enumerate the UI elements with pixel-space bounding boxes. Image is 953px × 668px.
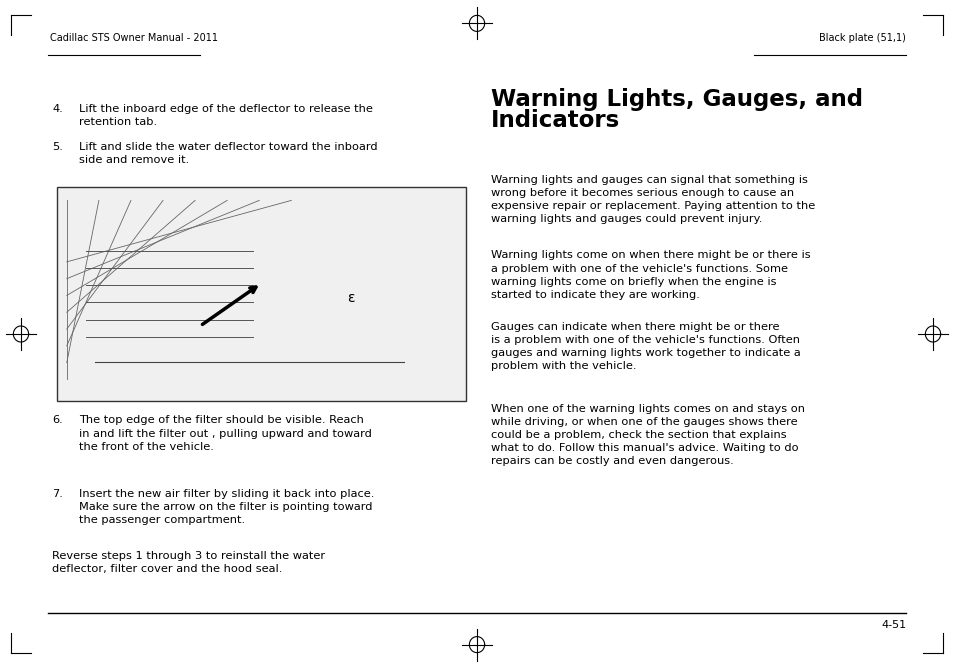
Text: Warning lights come on when there might be or there is
a problem with one of the: Warning lights come on when there might …	[491, 250, 810, 300]
Text: The top edge of the filter should be visible. Reach
in and lift the filter out ,: The top edge of the filter should be vis…	[79, 415, 372, 452]
Text: 5.: 5.	[52, 142, 63, 152]
Text: Lift and slide the water deflector toward the inboard
side and remove it.: Lift and slide the water deflector towar…	[79, 142, 377, 165]
Text: Insert the new air filter by sliding it back into place.
Make sure the arrow on : Insert the new air filter by sliding it …	[79, 489, 375, 525]
Text: Black plate (51,1): Black plate (51,1)	[819, 33, 905, 43]
Text: Gauges can indicate when there might be or there
is a problem with one of the ve: Gauges can indicate when there might be …	[491, 322, 801, 371]
Text: Reverse steps 1 through 3 to reinstall the water
deflector, filter cover and the: Reverse steps 1 through 3 to reinstall t…	[52, 551, 325, 574]
Text: 6.: 6.	[52, 415, 63, 426]
Text: 7.: 7.	[52, 489, 63, 499]
Text: ε: ε	[347, 291, 355, 305]
Bar	[57, 187, 465, 401]
Text: Indicators: Indicators	[491, 109, 619, 132]
Text: When one of the warning lights comes on and stays on
while driving, or when one : When one of the warning lights comes on …	[491, 404, 804, 466]
Text: Lift the inboard edge of the deflector to release the
retention tab.: Lift the inboard edge of the deflector t…	[79, 104, 373, 127]
Text: Warning Lights, Gauges, and: Warning Lights, Gauges, and	[491, 88, 862, 111]
Text: 4.: 4.	[52, 104, 63, 114]
Text: 4-51: 4-51	[881, 620, 905, 630]
Text: Warning lights and gauges can signal that something is
wrong before it becomes s: Warning lights and gauges can signal tha…	[491, 175, 815, 224]
Text: Cadillac STS Owner Manual - 2011: Cadillac STS Owner Manual - 2011	[50, 33, 217, 43]
